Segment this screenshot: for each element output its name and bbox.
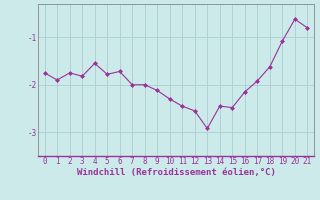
X-axis label: Windchill (Refroidissement éolien,°C): Windchill (Refroidissement éolien,°C) [76,168,276,177]
